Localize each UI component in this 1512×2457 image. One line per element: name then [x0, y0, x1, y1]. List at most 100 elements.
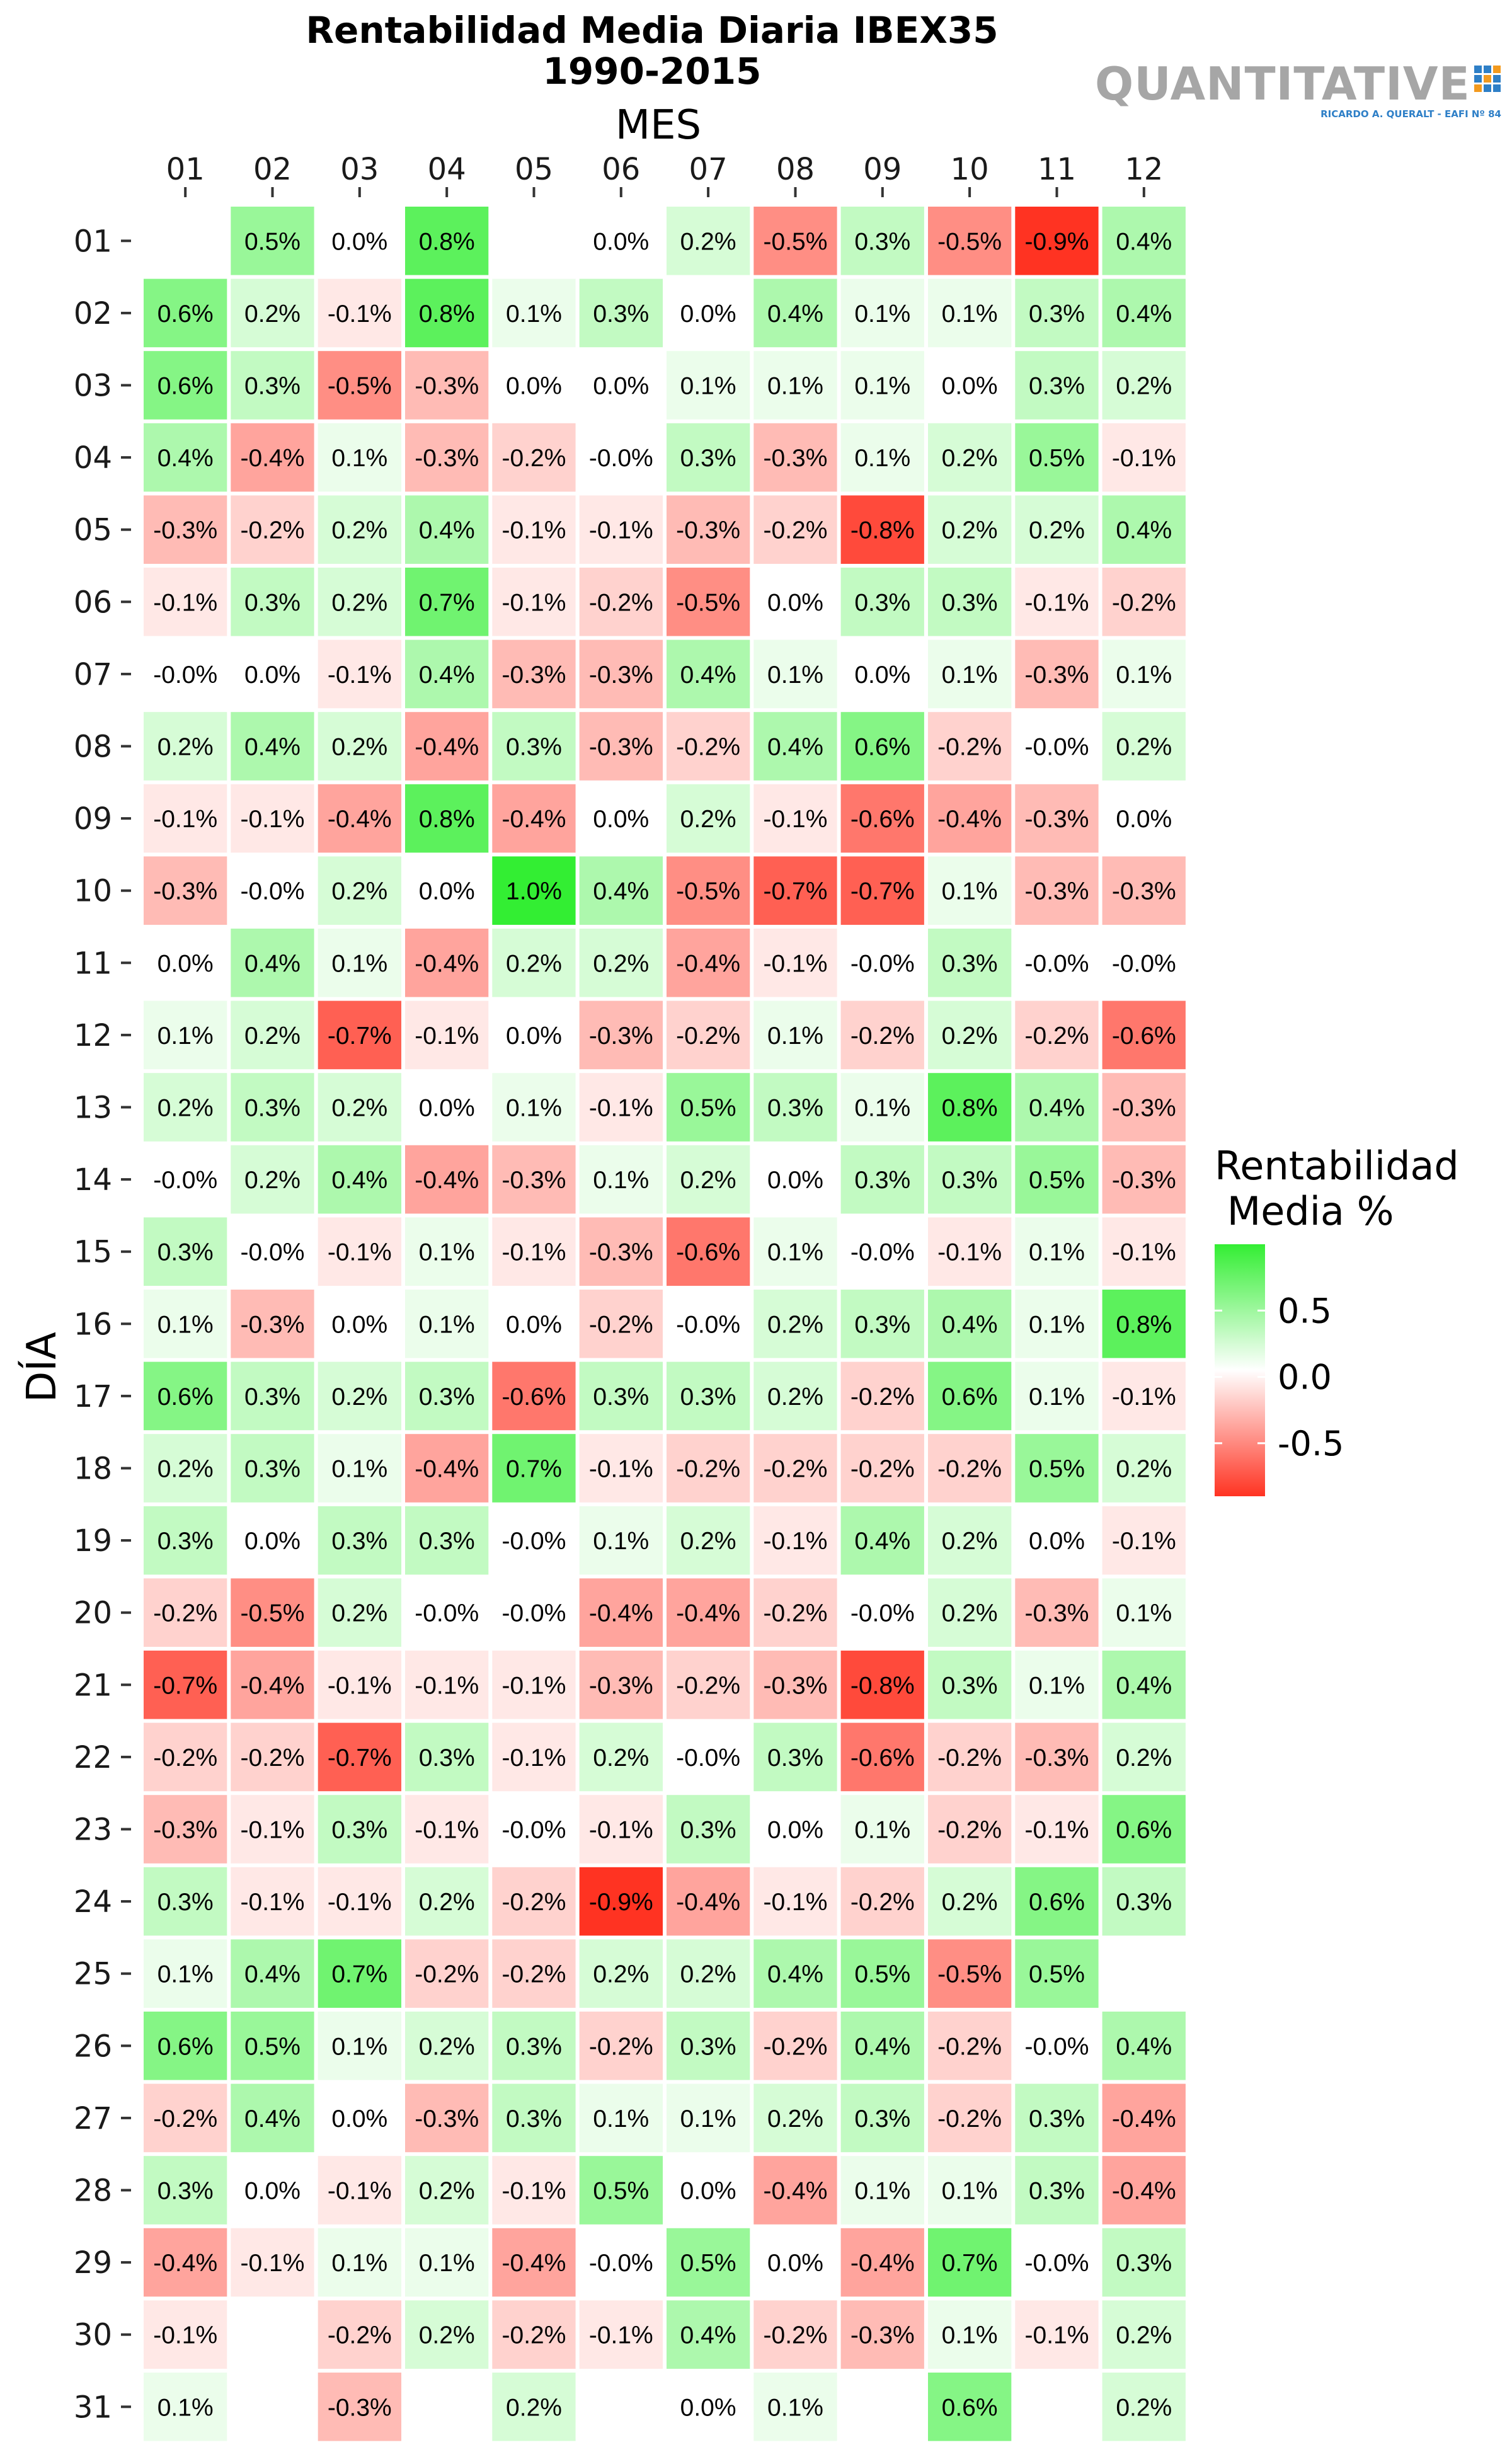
heatmap-cell: [492, 1722, 576, 1792]
heatmap-cell: [318, 1795, 401, 1864]
cell-value-label: -0.2%: [937, 1817, 1002, 1844]
cell-value-label: 0.2%: [680, 228, 736, 255]
cell-value-label: 0.1%: [1029, 1672, 1085, 1699]
heatmap-cell: [1015, 351, 1099, 420]
heatmap-cell: [1102, 1290, 1186, 1358]
heatmap-cell: [840, 712, 924, 781]
cell-value-label: 0.6%: [158, 2033, 214, 2060]
heatmap-cell: [753, 712, 837, 781]
heatmap-cell: [492, 856, 576, 925]
heatmap-cell: [1015, 2228, 1099, 2297]
cell-value-label: -0.2%: [153, 1744, 217, 1772]
cell-value-label: 0.1%: [942, 2178, 998, 2205]
cell-value-label: 0.4%: [593, 878, 649, 905]
cell-value-label: 0.3%: [680, 2033, 736, 2060]
heatmap-cell: [667, 278, 750, 348]
heatmap-cell: [405, 856, 489, 925]
cell-value-label: -0.1%: [502, 517, 566, 544]
cell-value-label: 0.1%: [942, 301, 998, 328]
cell-value-label: -0.3%: [589, 1239, 653, 1266]
cell-value-label: 0.1%: [942, 662, 998, 689]
cell-value-label: -0.1%: [764, 950, 828, 977]
cell-value-label: -0.4%: [1112, 2105, 1176, 2133]
heatmap-cell: [144, 1651, 227, 1719]
heatmap-cell: [1102, 856, 1186, 925]
cell-value-label: 0.3%: [767, 1744, 823, 1772]
heatmap-cell: [928, 351, 1012, 420]
cell-value-label: 0.2%: [593, 950, 649, 977]
cell-value-label: -0.4%: [328, 806, 392, 833]
cell-value-label: -0.5%: [676, 878, 740, 905]
cell-value-label: -0.2%: [764, 2033, 828, 2060]
cell-value-label: -0.2%: [589, 1311, 653, 1338]
cell-value-label: 0.4%: [244, 1961, 301, 1988]
y-tick-label: 02: [74, 296, 112, 331]
x-tick-label: 04: [428, 152, 466, 187]
cell-value-label: 0.3%: [854, 1311, 910, 1338]
heatmap-cell: [318, 2083, 401, 2153]
y-tick-label: 24: [74, 1884, 112, 1920]
y-tick-label: 11: [74, 946, 112, 981]
cell-value-label: -0.0%: [502, 1528, 566, 1555]
cell-value-label: 0.2%: [419, 2033, 475, 2060]
heatmap-cell: [579, 1290, 663, 1358]
y-tick-label: 12: [74, 1018, 112, 1053]
heatmap-cell: [579, 1651, 663, 1719]
cell-value-label: 0.0%: [942, 373, 998, 400]
heatmap-cell: [579, 1145, 663, 1214]
cell-value-label: -0.1%: [415, 1672, 479, 1699]
cell-value-label: 0.0%: [331, 2105, 387, 2133]
cell-value-label: 0.0%: [593, 806, 649, 833]
cell-value-label: 0.2%: [244, 301, 301, 328]
cell-value-label: 0.3%: [244, 589, 301, 616]
cell-value-label: 0.0%: [331, 228, 387, 255]
y-tick-label: 13: [74, 1091, 112, 1126]
cell-value-label: 0.1%: [854, 301, 910, 328]
heatmap-cell: [579, 639, 663, 709]
cell-value-label: -0.6%: [1112, 1022, 1176, 1050]
cell-value-label: 0.2%: [331, 589, 387, 616]
heatmap-cell: [928, 1217, 1012, 1286]
cell-value-label: -0.3%: [589, 1672, 653, 1699]
cell-value-label: -0.0%: [676, 1744, 740, 1772]
cell-value-label: 0.3%: [593, 1383, 649, 1411]
legend-ticks: 0.5 0.0 -0.5: [1215, 1291, 1344, 1463]
heatmap-cell: [492, 2228, 576, 2297]
heatmap-cell: [928, 207, 1012, 275]
heatmap-cell: [667, 1506, 750, 1575]
cell-value-label: -0.3%: [1112, 1095, 1176, 1122]
cell-value-label: 0.2%: [158, 1456, 214, 1483]
heatmap-cell: [667, 1217, 750, 1286]
heatmap-cell: [231, 2228, 314, 2297]
cell-value-label: 0.2%: [158, 1095, 214, 1122]
heatmap-cell: [231, 1000, 314, 1070]
cell-value-label: -0.1%: [589, 517, 653, 544]
heatmap-cell: [318, 1217, 401, 1286]
y-tick-label: 27: [74, 2101, 112, 2136]
heatmap-cell: [1102, 423, 1186, 492]
heatmap-cell: [753, 278, 837, 348]
heatmap-cell: [579, 2300, 663, 2369]
heatmap-cell: [231, 1939, 314, 2008]
heatmap-cell: [667, 207, 750, 275]
cell-value-label: -0.0%: [502, 1600, 566, 1627]
cell-value-label: 0.3%: [854, 589, 910, 616]
logo-grid-square: [1474, 84, 1482, 92]
heatmap-cell: [840, 856, 924, 925]
cell-value-label: 0.2%: [767, 1311, 823, 1338]
cell-value-label: -0.4%: [676, 950, 740, 977]
color-legend: Rentabilidad Media % 0.5 0.0 -0.5: [1215, 1143, 1459, 1496]
heatmap-cell: [579, 1217, 663, 1286]
cell-value-label: 0.0%: [767, 2250, 823, 2277]
heatmap-cell: [231, 1361, 314, 1431]
y-tick-label: 08: [74, 730, 112, 765]
y-tick-label: 15: [74, 1235, 112, 1270]
heatmap-cell: [492, 712, 576, 781]
heatmap-cell: [840, 639, 924, 709]
cell-value-label: 0.3%: [767, 1095, 823, 1122]
heatmap-cell: [405, 568, 489, 636]
cell-value-label: -0.1%: [764, 1528, 828, 1555]
heatmap-cell: [405, 1290, 489, 1358]
cell-value-label: -0.0%: [589, 445, 653, 472]
heatmap-cell: [231, 2156, 314, 2225]
